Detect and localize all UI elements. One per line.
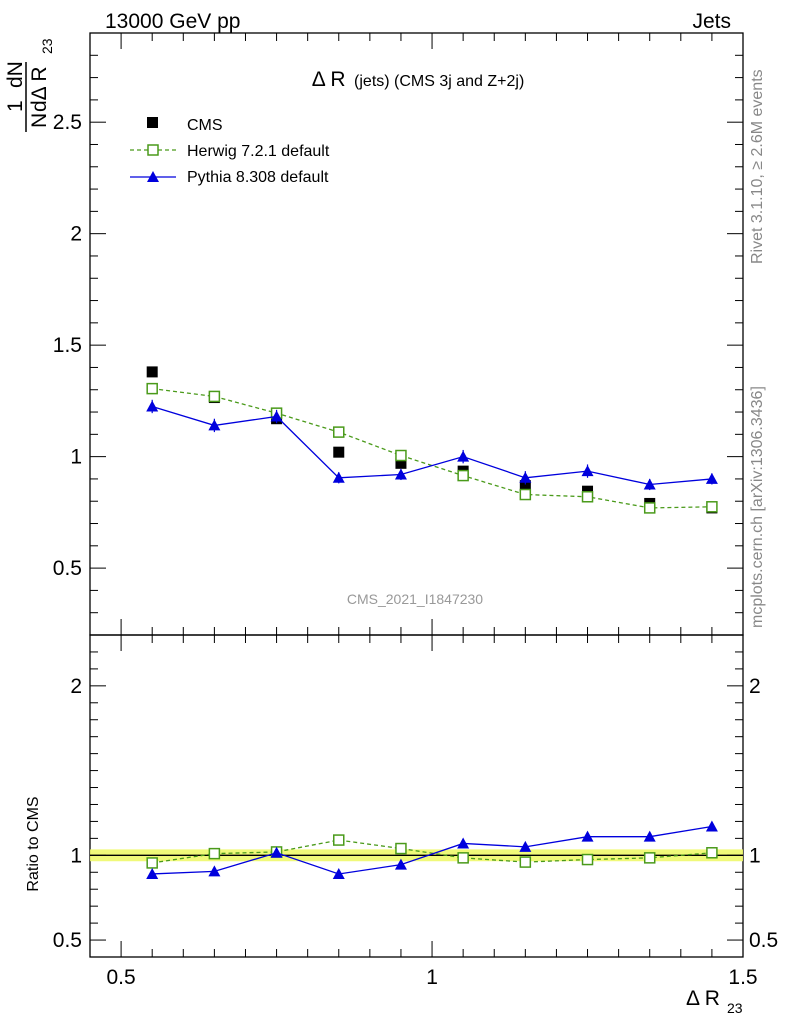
xtick-label: 0.5 xyxy=(106,966,135,989)
ratio-pythia-point xyxy=(519,840,532,852)
main-cms-point xyxy=(333,446,345,458)
ratio-axis-label: Ratio to CMS xyxy=(25,796,42,891)
plot-title-suffix: (jets) (CMS 3j and Z+2j) xyxy=(354,73,524,90)
ratio-herwig-point xyxy=(643,852,656,864)
main-ytick-label: 2 xyxy=(70,223,82,246)
y-label-dN: dN xyxy=(4,61,27,88)
ratio-ytick-label-right: 2 xyxy=(749,675,761,698)
ratio-herwig-point xyxy=(395,842,407,855)
main-ytick-label: 1.5 xyxy=(53,334,82,357)
main-pythia-point xyxy=(270,410,283,422)
ratio-herwig-point xyxy=(706,847,718,859)
legend-pythia-label: Pythia 8.308 default xyxy=(187,169,329,186)
legend-item-herwig: Herwig 7.2.1 default xyxy=(130,143,330,160)
ratio-frame xyxy=(89,634,744,958)
main-herwig-point xyxy=(146,382,158,395)
rivet-version-text: Rivet 3.1.10, ≥ 2.6M events xyxy=(749,69,766,264)
main-pythia-point xyxy=(519,471,532,483)
legend-herwig-label: Herwig 7.2.1 default xyxy=(187,143,330,160)
ratio-pythia-line xyxy=(152,825,713,875)
main-ytick-label: 0.5 xyxy=(53,557,82,580)
legend-item-pythia: Pythia 8.308 default xyxy=(130,169,329,186)
ratio-pythia-point xyxy=(208,865,221,877)
ratio-herwig-point xyxy=(519,856,532,868)
ratio-panel: 0.5 0.5 1 1 2 2 0.5 1 1.5 xyxy=(53,634,778,989)
y-label-sub: 23 xyxy=(39,38,55,54)
main-herwig-line xyxy=(152,387,712,509)
ratio-ytick-label-right: 0.5 xyxy=(749,929,778,952)
main-pythia-point xyxy=(332,471,345,483)
y-label-N: N xyxy=(28,113,51,128)
y-label-one: 1 xyxy=(4,100,27,112)
mcplots-reference-text: mcplots.cern.ch [arXiv:1306.3436] xyxy=(749,386,766,628)
plot-title: Δ R (jets) (CMS 3j and Z+2j) xyxy=(312,68,525,91)
ratio-pythia-point xyxy=(643,830,656,842)
legend-cms-marker xyxy=(147,117,158,128)
main-pythia-point xyxy=(705,472,718,484)
legend-cms-label: CMS xyxy=(187,117,223,134)
xtick-label: 1 xyxy=(426,966,438,989)
analysis-watermark: CMS_2021_I1847230 xyxy=(347,591,483,607)
main-pythia-point xyxy=(208,419,221,431)
main-pythia-point xyxy=(457,450,470,462)
main-herwig-point xyxy=(457,469,469,482)
main-panel: 0.5 1 1.5 2 2.5 xyxy=(53,32,744,636)
header-category: Jets xyxy=(692,10,731,33)
xtick-label: 1.5 xyxy=(728,966,757,989)
main-herwig-point xyxy=(581,491,594,503)
header-energy: 13000 GeV pp xyxy=(105,10,240,33)
ratio-herwig-point xyxy=(333,834,345,846)
main-ytick-label: 2.5 xyxy=(53,111,82,134)
ratio-pythia-point xyxy=(394,858,407,870)
main-herwig-point xyxy=(706,501,718,513)
legend-herwig-marker xyxy=(147,144,159,156)
main-cms-point xyxy=(519,480,531,492)
main-herwig-point xyxy=(643,502,656,514)
main-pythia-line xyxy=(152,405,712,486)
main-pythia-point xyxy=(146,400,159,412)
x-label-main: Δ R xyxy=(686,987,720,1010)
ratio-ytick-label: 0.5 xyxy=(53,929,82,952)
main-herwig-point xyxy=(208,390,221,403)
plot-title-main: Δ R xyxy=(312,68,346,91)
main-cms-point xyxy=(146,366,158,378)
main-ytick-label: 1 xyxy=(70,446,82,469)
ratio-ytick-label: 1 xyxy=(70,844,82,867)
ratio-ytick-label-right: 1 xyxy=(749,844,761,867)
ratio-herwig-line xyxy=(152,839,712,864)
ratio-pythia-point xyxy=(705,820,718,832)
main-pythia-point xyxy=(581,465,594,477)
ratio-ytick-label: 2 xyxy=(70,675,82,698)
main-herwig-point xyxy=(395,449,407,462)
ratio-herwig-point xyxy=(146,857,158,869)
ratio-pythia-point xyxy=(270,846,283,858)
y-label-dDR: dΔ R xyxy=(28,66,51,112)
main-herwig-point xyxy=(519,488,532,501)
x-axis-label: Δ R 23 xyxy=(686,987,743,1016)
legend-pythia-marker xyxy=(147,171,159,182)
ratio-pythia-point xyxy=(581,830,594,842)
ratio-pythia-point xyxy=(146,867,159,879)
main-pythia-point xyxy=(643,478,656,490)
main-cms-point xyxy=(395,457,407,469)
legend: CMS Herwig 7.2.1 default Pythia 8.308 de… xyxy=(130,117,330,186)
main-herwig-point xyxy=(333,426,345,438)
x-label-sub: 23 xyxy=(727,1000,743,1016)
ratio-herwig-point xyxy=(457,852,469,864)
ratio-pythia-point xyxy=(457,837,470,849)
main-pythia-point xyxy=(394,468,407,480)
legend-item-cms: CMS xyxy=(147,117,223,134)
ratio-herwig-point xyxy=(581,853,594,866)
ratio-pythia-point xyxy=(332,867,345,879)
y-axis-label: 1 dN N dΔ R 23 xyxy=(4,38,55,132)
ratio-herwig-point xyxy=(208,847,221,860)
